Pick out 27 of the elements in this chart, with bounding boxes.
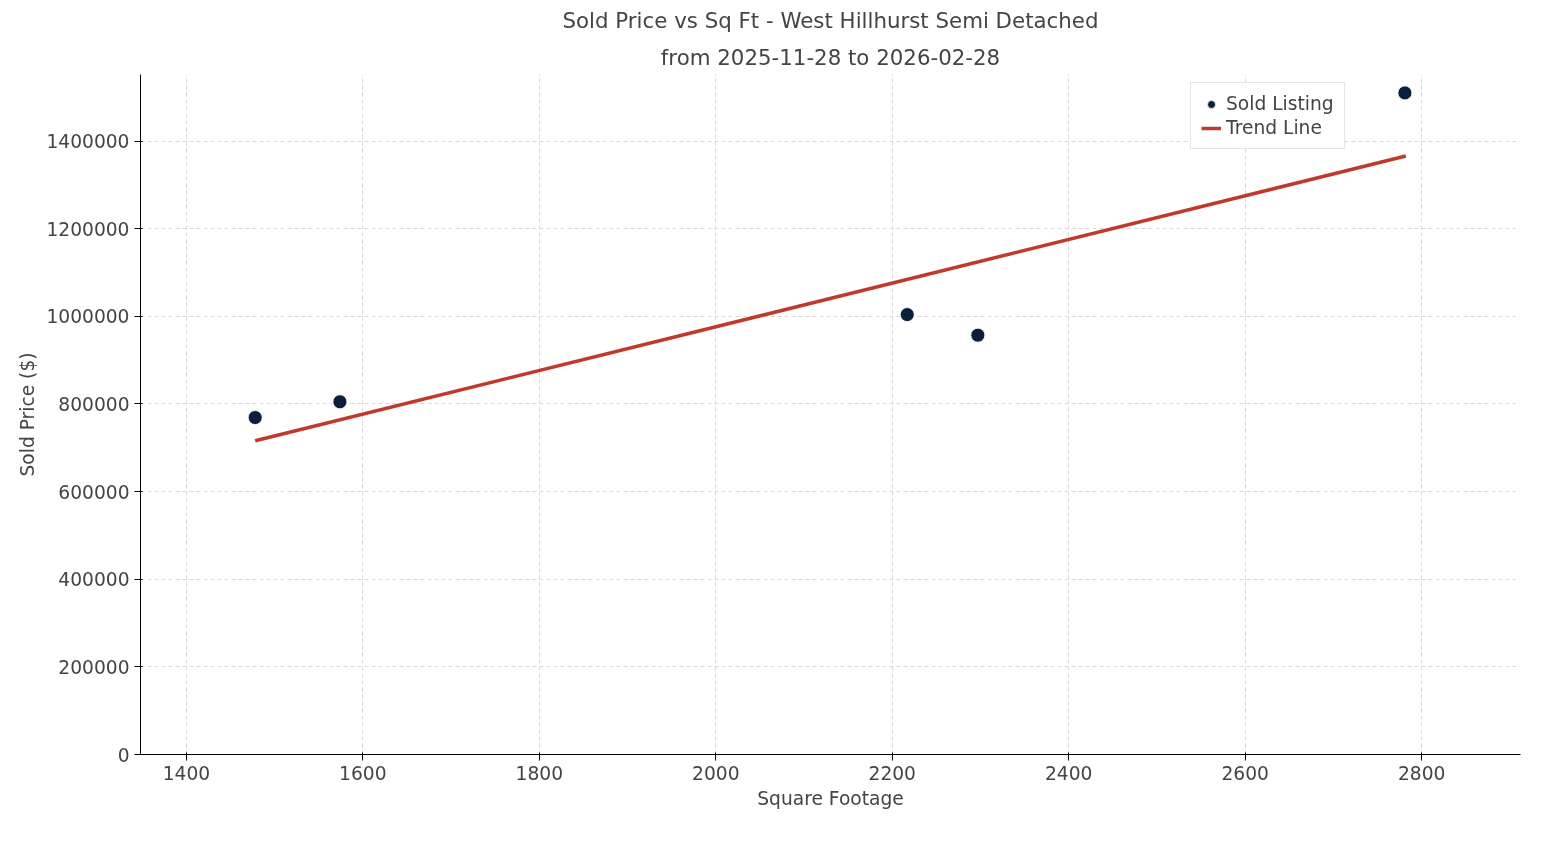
- point: [899, 307, 915, 322]
- x-tick-label: 1800: [515, 762, 564, 784]
- y-tick-label: 800000: [58, 393, 130, 415]
- y-axis-title: Sold Price ($): [17, 352, 39, 477]
- x-tick-label: 2200: [868, 762, 917, 784]
- x-axis-title: Square Footage: [757, 787, 904, 809]
- y-tick-label: 1200000: [46, 218, 130, 240]
- x-tick-label: 2000: [692, 762, 740, 784]
- x-tick-label: 1400: [162, 762, 211, 784]
- y-tick-label: 600000: [58, 481, 130, 503]
- x-tick-label: 2800: [1397, 762, 1446, 784]
- point: [1397, 85, 1413, 101]
- x-tick-label: 1600: [339, 762, 387, 784]
- point: [970, 327, 986, 343]
- chart-subtitle: from 2025-11-28 to 2026-02-28: [660, 44, 1001, 70]
- y-tick-label: 1400000: [46, 131, 130, 153]
- x-tick-label: 2400: [1045, 762, 1093, 784]
- y-tick-label: 1000000: [46, 306, 130, 328]
- legend-label: Sold Listing: [1226, 93, 1334, 114]
- chart-title: Sold Price vs Sq Ft - West Hillhurst Semi Detached: [562, 7, 1099, 33]
- point: [332, 394, 348, 410]
- y-tick-label: 400000: [58, 569, 130, 591]
- x-tick-label: 2600: [1221, 762, 1269, 784]
- y-tick-label: 0: [117, 744, 130, 766]
- point: [247, 410, 263, 425]
- y-tick-label: 200000: [58, 656, 130, 678]
- legend-label: Trend Line: [1226, 117, 1322, 138]
